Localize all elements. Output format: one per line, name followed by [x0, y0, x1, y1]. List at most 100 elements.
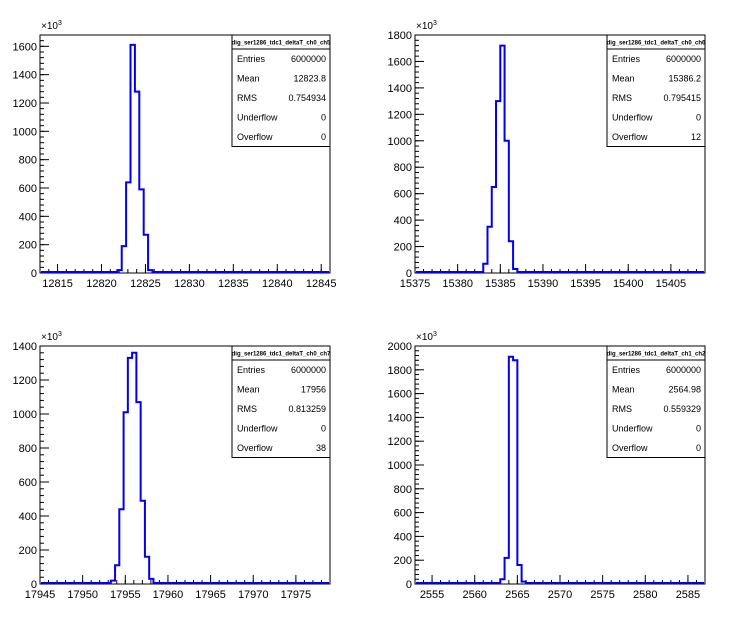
stats-value: 0	[321, 424, 326, 434]
stats-box: dig_ser1286_tdc1_deltaT_ch1_ch2 Entries 60…	[606, 345, 706, 458]
y-tick-label: 2000	[388, 341, 412, 353]
histogram-outline	[416, 355, 704, 584]
x-tick-label: 2585	[676, 589, 700, 601]
stats-value: 6000000	[291, 54, 326, 64]
y-tick-label: 800	[19, 443, 37, 455]
stats-box-frame	[606, 345, 706, 458]
x-tick-label: 2580	[633, 589, 657, 601]
y-tick-label: 800	[394, 162, 412, 174]
y-multiplier-label: ×103	[41, 20, 62, 32]
y-tick-label: 1200	[13, 98, 37, 110]
stats-label: Mean	[612, 74, 635, 84]
y-tick-label: 800	[19, 155, 37, 167]
stats-box: dig_ser1286_tdc1_deltaT_ch0_ch7 Entries 60…	[231, 345, 331, 458]
histogram-outline	[41, 43, 329, 273]
x-tick-label: 15405	[656, 278, 687, 290]
x-tick-label: 12840	[262, 278, 293, 290]
y-tick-label: 1000	[388, 136, 412, 148]
stats-label: Entries	[237, 54, 266, 64]
x-tick-label: 15390	[528, 278, 559, 290]
stats-value: 0	[696, 113, 701, 123]
stats-value: 12	[691, 132, 701, 142]
stats-value: 17956	[301, 385, 326, 395]
stats-box-title: dig_ser1286_tdc1_deltaT_ch1_ch2	[607, 352, 706, 358]
y-tick-label: 1200	[388, 436, 412, 448]
y-tick-label: 600	[394, 189, 412, 201]
y-tick-label: 1400	[13, 70, 37, 82]
y-tick-label: 1400	[13, 341, 37, 353]
x-tick-label: 17970	[238, 589, 269, 601]
stats-value: 6000000	[666, 54, 701, 64]
y-tick-label: 1000	[13, 126, 37, 138]
histogram-panel-1: 0 200 400 600 800 1000 1200 1400 1600 12815 12820 1…	[13, 20, 337, 290]
y-tick-label: 200	[19, 240, 37, 252]
stats-label: Overflow	[237, 443, 273, 453]
y-multiplier-exponent: 3	[433, 20, 437, 27]
y-tick-label: 1800	[388, 365, 412, 377]
x-tick-label: 15400	[613, 278, 644, 290]
x-tick-label: 17965	[195, 589, 226, 601]
stats-label: RMS	[612, 93, 632, 103]
stats-value: 0	[696, 443, 701, 453]
x-tick-label: 17950	[67, 589, 98, 601]
x-tick-label: 15375	[400, 278, 431, 290]
stats-label: RMS	[237, 93, 257, 103]
y-tick-label: 0	[31, 579, 37, 591]
stats-label: Underflow	[237, 113, 278, 123]
y-tick-label: 800	[394, 484, 412, 496]
stats-box-title: dig_ser1286_tdc1_deltaT_ch0_ch6	[607, 41, 706, 47]
y-multiplier-exponent: 3	[433, 331, 437, 338]
histogram-panel-3: 0 200 400 600 800 1000 1200 1400 17945 17950 17955…	[13, 331, 332, 601]
stats-label: Mean	[612, 385, 635, 395]
x-tick-label: 2570	[548, 589, 572, 601]
y-tick-label: 600	[19, 183, 37, 195]
y-tick-label: 200	[394, 242, 412, 254]
y-multiplier-label: ×103	[41, 331, 62, 343]
x-tick-label: 12815	[42, 278, 73, 290]
histogram-outline	[416, 44, 704, 273]
y-tick-label: 1600	[13, 41, 37, 53]
x-tick-label: 17945	[25, 589, 56, 601]
stats-box: dig_ser1286_tdc1_deltaT_ch0_ch6 Entries 60…	[606, 34, 706, 147]
y-tick-label: 400	[394, 531, 412, 543]
y-tick-label: 1400	[388, 412, 412, 424]
stats-box-title: dig_ser1286_tdc1_deltaT_ch0_ch5	[232, 41, 331, 47]
stats-box-frame	[606, 34, 706, 147]
stats-box-frame	[231, 345, 331, 458]
stats-label: Overflow	[612, 132, 648, 142]
histogram-panel-4: 0 200 400 600 800 1000 1200 1400 1600 1800 2000 255…	[388, 331, 707, 601]
y-tick-label: 1000	[388, 460, 412, 472]
stats-label: Mean	[237, 74, 260, 84]
stats-value: 0.754934	[288, 93, 326, 103]
stats-label: RMS	[237, 404, 257, 414]
y-tick-label: 1800	[388, 30, 412, 42]
y-tick-label: 1600	[388, 389, 412, 401]
x-tick-label: 15380	[442, 278, 473, 290]
x-tick-label: 12830	[174, 278, 205, 290]
y-tick-label: 0	[31, 268, 37, 280]
stats-label: Mean	[237, 385, 260, 395]
stats-label: Entries	[612, 365, 641, 375]
x-tick-label: 17960	[153, 589, 184, 601]
stats-value: 2564.98	[668, 385, 701, 395]
y-tick-label: 200	[394, 555, 412, 567]
y-tick-label: 600	[19, 477, 37, 489]
stats-value: 38	[316, 443, 326, 453]
y-tick-label: 1200	[388, 109, 412, 121]
stats-value: 0.813259	[288, 404, 326, 414]
y-multiplier-exponent: 3	[58, 20, 62, 27]
stats-box: dig_ser1286_tdc1_deltaT_ch0_ch5 Entries 60…	[231, 34, 331, 147]
stats-label: Entries	[237, 365, 266, 375]
x-tick-label: 2575	[590, 589, 614, 601]
y-tick-label: 1000	[13, 409, 37, 421]
x-tick-label: 12820	[86, 278, 117, 290]
y-tick-label: 400	[19, 511, 37, 523]
y-multiplier-base: ×10	[41, 21, 58, 32]
stats-value: 0.559329	[663, 404, 701, 414]
y-tick-label: 400	[394, 215, 412, 227]
stats-box-title: dig_ser1286_tdc1_deltaT_ch0_ch7	[232, 352, 331, 358]
stats-value: 0	[321, 132, 326, 142]
x-tick-label: 17955	[110, 589, 141, 601]
stats-value: 12823.8	[293, 74, 326, 84]
y-multiplier-label: ×103	[416, 331, 437, 343]
